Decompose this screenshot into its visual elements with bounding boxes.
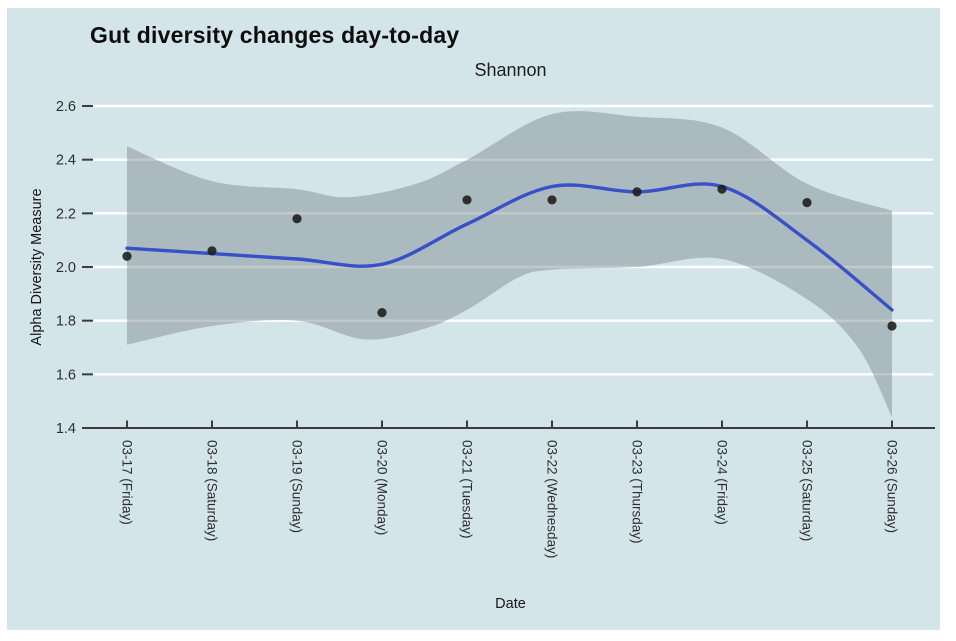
data-point <box>292 214 302 224</box>
y-tick-label: 1.4 <box>56 421 76 437</box>
y-tick-label: 1.8 <box>56 314 76 330</box>
data-point <box>207 246 217 256</box>
x-tick-label: 03-26 (Sunday) <box>885 440 900 533</box>
x-tick-label: 03-19 (Sunday) <box>290 440 305 533</box>
x-tick-label: 03-24 (Friday) <box>715 440 730 525</box>
chart-subtitle: Shannon <box>474 60 547 80</box>
x-tick-label: 03-18 (Saturday) <box>205 440 220 541</box>
y-tick-label: 2.0 <box>56 260 76 276</box>
x-tick-label: 03-25 (Saturday) <box>800 440 815 541</box>
data-point <box>122 251 132 261</box>
data-point <box>717 184 727 194</box>
x-tick-label: 03-22 (Wednesday) <box>545 440 560 558</box>
data-point <box>547 195 557 205</box>
data-point <box>462 195 472 205</box>
chart-title: Gut diversity changes day-to-day <box>90 22 460 48</box>
data-point <box>632 187 642 197</box>
y-tick-label: 2.6 <box>56 99 76 115</box>
trend-line <box>125 182 894 312</box>
x-tick-label: 03-20 (Monday) <box>375 440 390 535</box>
x-tick-label: 03-23 (Thursday) <box>630 440 645 544</box>
data-point <box>377 308 387 318</box>
y-tick-label: 2.4 <box>56 153 76 169</box>
x-tick-label: 03-21 (Tuesday) <box>460 440 475 539</box>
data-point <box>887 321 897 331</box>
confidence-band <box>127 111 892 418</box>
y-tick-label: 1.6 <box>56 367 76 383</box>
figure-background <box>7 8 940 630</box>
x-axis-title: Date <box>495 596 526 612</box>
data-point <box>802 198 812 208</box>
y-tick-label: 2.2 <box>56 206 76 222</box>
x-tick-label: 03-17 (Friday) <box>120 440 135 525</box>
